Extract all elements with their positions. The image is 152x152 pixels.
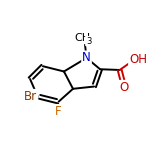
Text: N: N bbox=[82, 51, 91, 64]
Text: CH: CH bbox=[75, 33, 91, 43]
Text: F: F bbox=[55, 105, 62, 118]
Text: 3: 3 bbox=[86, 37, 91, 46]
Text: O: O bbox=[120, 81, 129, 94]
Text: Br: Br bbox=[24, 90, 37, 103]
Text: OH: OH bbox=[129, 53, 147, 66]
